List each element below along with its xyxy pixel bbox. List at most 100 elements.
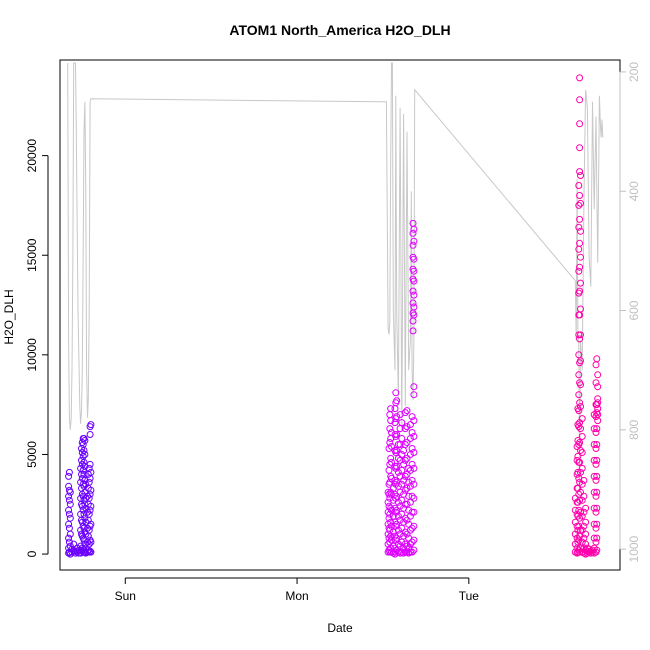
data-point — [65, 538, 73, 546]
data-point — [68, 548, 76, 556]
data-point — [394, 454, 402, 462]
data-point — [87, 520, 95, 528]
data-point — [410, 391, 418, 399]
data-point — [583, 547, 591, 555]
data-point — [410, 433, 418, 440]
data-point — [571, 518, 579, 526]
data-point — [590, 441, 598, 448]
data-point — [387, 518, 395, 526]
data-point — [409, 229, 417, 237]
data-point — [594, 371, 602, 379]
data-point — [80, 447, 88, 454]
x-tick-label: Mon — [285, 589, 308, 603]
data-point — [410, 522, 418, 530]
data-point — [580, 492, 588, 500]
data-point — [65, 496, 73, 504]
data-point — [577, 488, 584, 496]
data-point — [403, 530, 411, 538]
data-point — [394, 498, 402, 506]
data-point — [585, 548, 593, 556]
y-axis-left: 0 5000 10000 15000 20000 — [25, 139, 49, 557]
data-point — [575, 371, 583, 379]
data-point — [590, 488, 598, 496]
data-point — [386, 411, 394, 419]
data-point — [87, 486, 95, 494]
data-point — [388, 458, 395, 466]
data-point — [575, 201, 583, 209]
data-point — [396, 549, 404, 557]
data-point — [576, 239, 584, 247]
data-point — [400, 549, 408, 557]
y-right-tick-label: 400 — [627, 181, 641, 201]
data-point — [65, 510, 73, 518]
data-point — [577, 403, 584, 411]
pressure-line — [67, 62, 604, 490]
data-point — [576, 96, 584, 104]
y-right-tick-label: 800 — [627, 419, 641, 439]
data-point — [80, 458, 88, 466]
data-point — [66, 514, 74, 522]
data-point — [592, 361, 600, 369]
data-point — [385, 514, 393, 522]
data-point — [576, 74, 584, 82]
data-point — [576, 120, 584, 128]
x-axis-title: Date — [327, 621, 353, 635]
data-point — [580, 522, 588, 530]
data-point — [406, 526, 414, 534]
y-right-tick-label: 200 — [627, 62, 641, 82]
data-point — [65, 524, 73, 532]
data-point — [408, 460, 416, 468]
data-point — [578, 526, 586, 534]
data-point — [593, 504, 601, 512]
data-point — [393, 397, 401, 405]
data-point — [590, 534, 598, 542]
data-point — [66, 488, 74, 496]
data-point — [410, 237, 418, 245]
data-point — [386, 439, 394, 446]
x-axis: Sun Mon Tue — [115, 577, 480, 603]
data-point — [387, 405, 395, 413]
data-point — [578, 464, 586, 472]
data-point — [408, 413, 416, 421]
data-point — [409, 327, 417, 335]
data-point — [401, 441, 409, 448]
data-point — [592, 476, 600, 484]
data-point — [594, 399, 602, 407]
data-point — [408, 429, 416, 436]
data-point — [403, 439, 411, 446]
data-point — [578, 512, 586, 520]
data-point — [393, 413, 401, 421]
data-point — [594, 383, 602, 391]
data-point — [85, 464, 93, 472]
data-point — [87, 468, 95, 476]
data-point — [593, 534, 601, 542]
plot-area-border — [59, 59, 621, 571]
data-point — [577, 508, 584, 516]
data-point — [590, 425, 598, 433]
data-point — [592, 538, 600, 546]
data-point — [592, 379, 600, 387]
data-point — [576, 215, 584, 223]
data-point — [575, 522, 583, 530]
data-point — [593, 546, 601, 554]
data-point — [578, 449, 586, 456]
data-point — [66, 530, 74, 538]
data-point — [575, 223, 583, 231]
data-point — [577, 357, 584, 365]
data-point — [85, 540, 93, 548]
data-point — [410, 267, 418, 275]
x-tick-label: Tue — [459, 589, 480, 603]
data-point — [401, 472, 409, 480]
data-point — [410, 494, 418, 502]
data-point — [574, 498, 582, 506]
x-tick-label: Sun — [115, 589, 136, 603]
data-point — [392, 389, 400, 397]
data-point — [408, 538, 416, 546]
y-left-tick-label: 0 — [25, 550, 39, 557]
data-point — [65, 472, 73, 480]
data-point — [582, 540, 590, 548]
data-point — [405, 549, 413, 557]
data-point — [398, 451, 406, 458]
y-left-tick-label: 5000 — [25, 441, 39, 468]
